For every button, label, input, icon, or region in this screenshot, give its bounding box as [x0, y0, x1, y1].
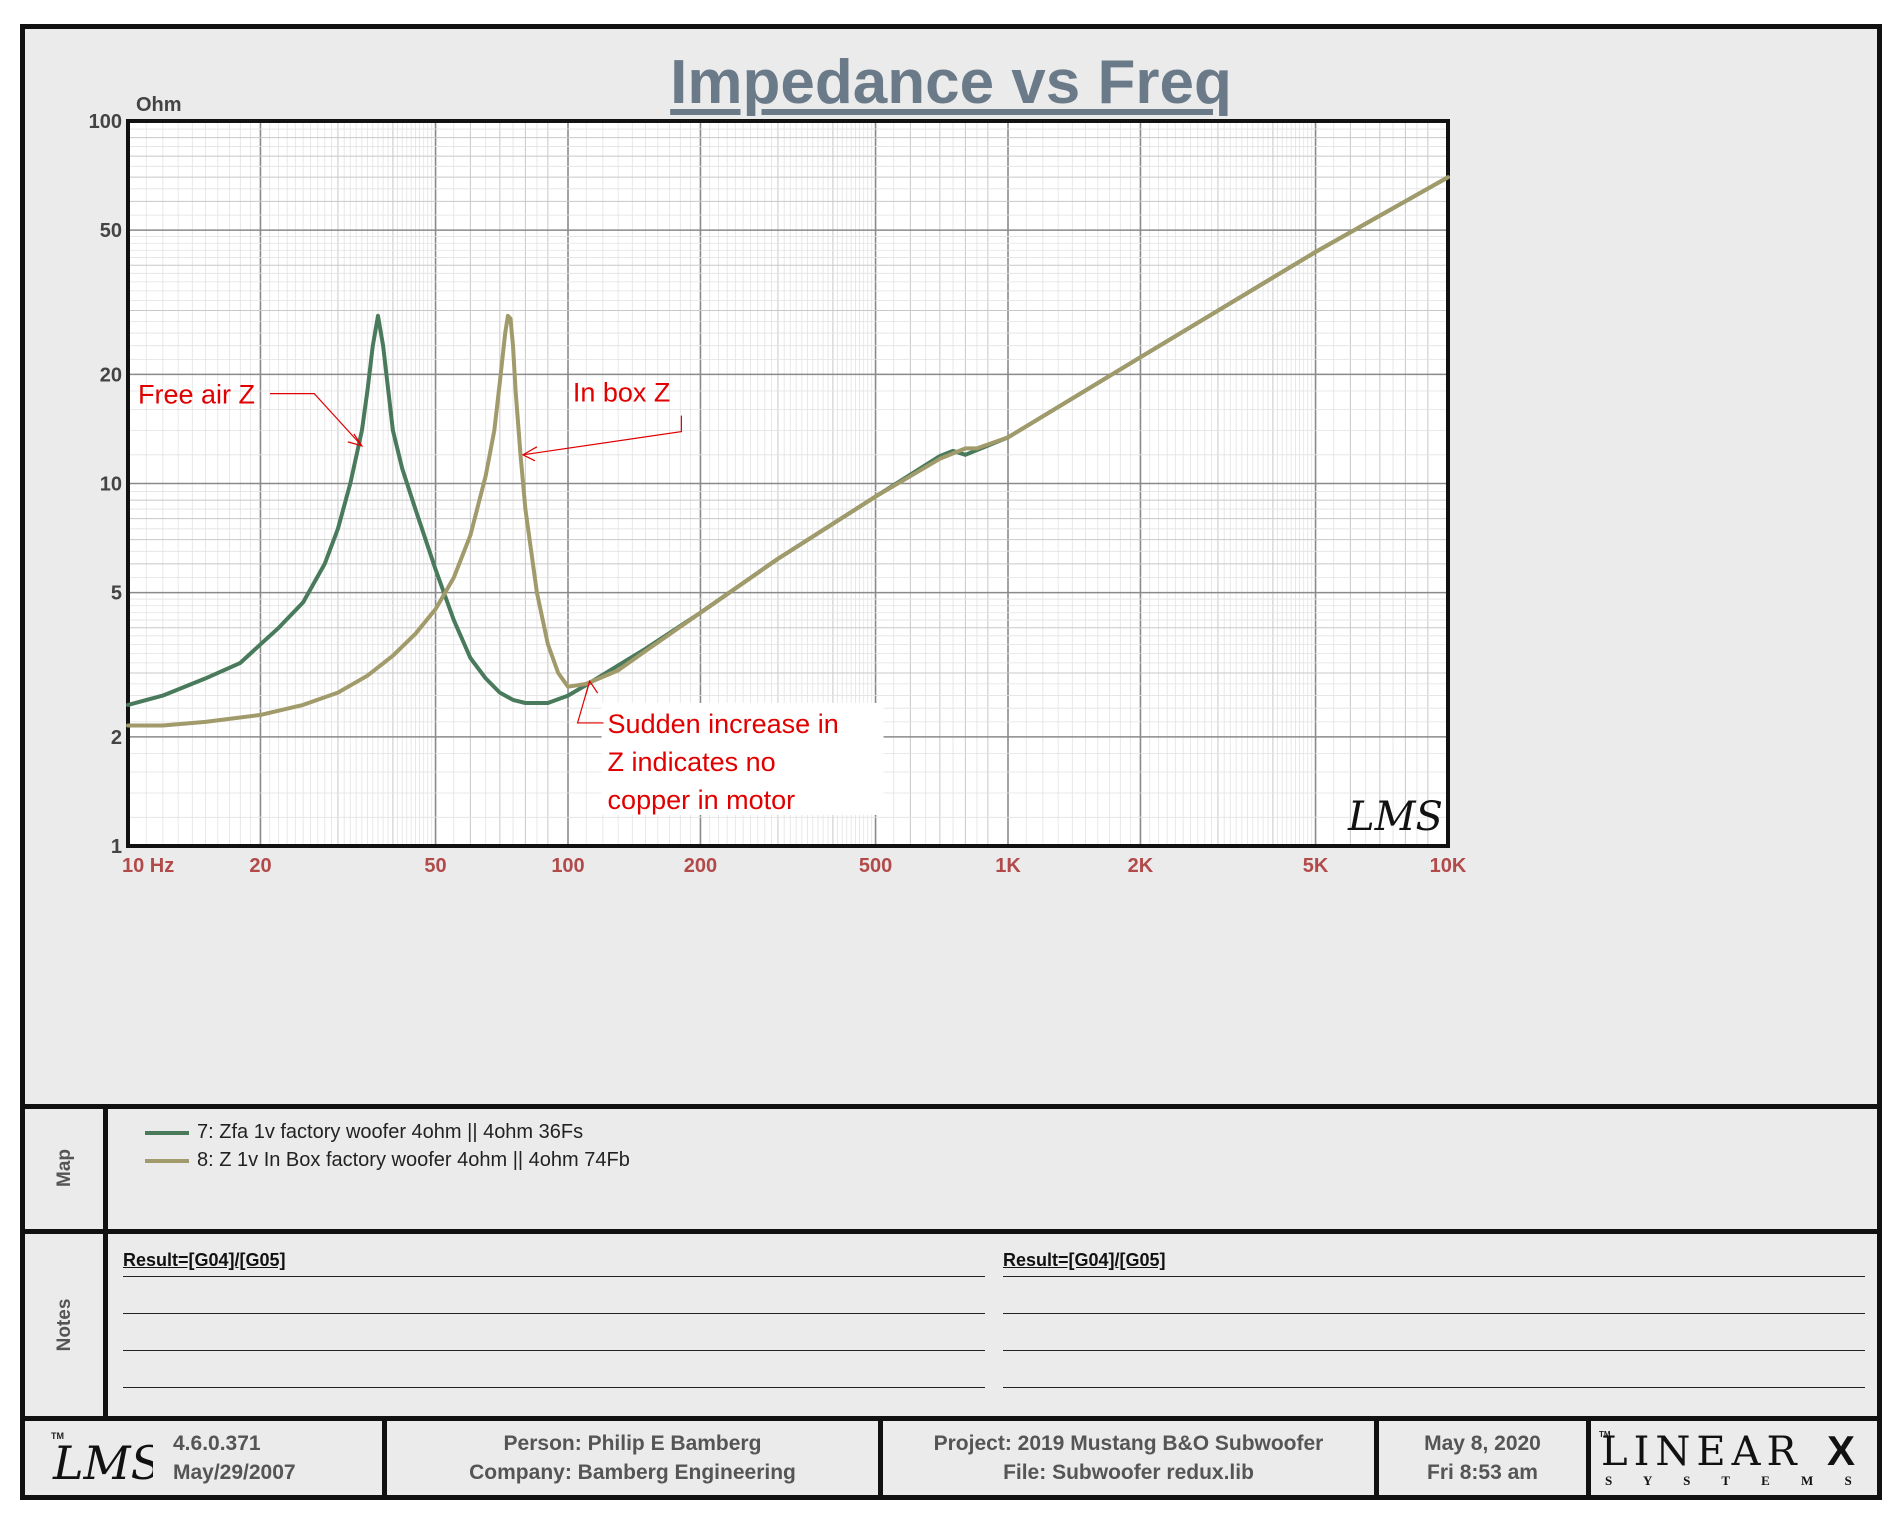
divider [878, 1421, 883, 1495]
annotation-arrowhead [521, 446, 538, 462]
x-tick-label: 500 [859, 855, 892, 877]
linearx-logo: TM LINEAR X S Y S T E M S [1599, 1427, 1866, 1488]
file-name: File: Subwoofer redux.lib [1003, 1461, 1254, 1484]
chart-panel: Impedance vs Freq 10 Hz 20 50 100 200 500 1K 2K… [25, 29, 1877, 1104]
svg-text:LMS: LMS [52, 1436, 153, 1489]
svg-text:LINEAR: LINEAR [1601, 1429, 1803, 1475]
project-name: Project: 2019 Mustang B&O Subwoofer [933, 1432, 1324, 1455]
svg-text:S Y S T E M S: S Y S T E M S [1605, 1473, 1866, 1488]
divider [103, 1109, 108, 1229]
legend-item-1[interactable]: 7: Zfa 1v factory woofer 4ohm || 4ohm 36… [145, 1121, 583, 1144]
x-tick-label: 10K [1430, 855, 1467, 877]
legend-swatch-1 [145, 1130, 189, 1135]
divider [1374, 1421, 1379, 1495]
y-tick-label: 100 [89, 111, 122, 133]
x-tick-label: 2K [1128, 855, 1154, 877]
divider [382, 1421, 387, 1495]
y-axis-label: Ohm [136, 94, 182, 116]
y-tick-label: 5 [111, 583, 122, 605]
x-tick-label: 5K [1303, 855, 1329, 877]
annotation-arrowhead [347, 433, 364, 447]
svg-text:TM: TM [1599, 1430, 1611, 1439]
notes-line [1003, 1387, 1865, 1388]
version-date: May/29/2007 [173, 1461, 296, 1484]
notes-line [123, 1387, 985, 1388]
legend-item-2[interactable]: 8: Z 1v In Box factory woofer 4ohm || 4o… [145, 1149, 630, 1172]
date-text: May 8, 2020 [1424, 1432, 1541, 1455]
x-tick-label: 10 Hz [122, 855, 174, 877]
y-tick-label: 20 [100, 364, 122, 386]
report-frame: Impedance vs Freq 10 Hz 20 50 100 200 500 1K 2K… [20, 24, 1882, 1500]
x-tick-label: 20 [249, 855, 271, 877]
y-tick-label: 2 [111, 727, 122, 749]
divider [25, 1104, 1877, 1109]
annotation-arrowhead [585, 679, 599, 696]
notes-label: Notes [54, 1298, 75, 1352]
company-name: Company: Bamberg Engineering [469, 1461, 796, 1484]
annotation-free-air: Free air Z [138, 380, 255, 410]
notes-line [1003, 1350, 1865, 1351]
version-number: 4.6.0.371 [173, 1432, 261, 1455]
legend-label-2: 8: Z 1v In Box factory woofer 4ohm || 4o… [197, 1149, 630, 1171]
lms-watermark: LMS [1347, 794, 1443, 840]
footer-panel: TM LMS 4.6.0.371 May/29/2007 Person: Phi… [25, 1421, 1877, 1495]
y-tick-label: 50 [100, 220, 122, 242]
notes-line [1003, 1276, 1865, 1277]
annotation-box [601, 702, 884, 815]
notes-line [123, 1276, 985, 1277]
plot-border [126, 119, 1450, 848]
notes-line [123, 1313, 985, 1314]
x-tick-label: 1K [995, 855, 1021, 877]
annotation-in-box: In box Z [573, 378, 671, 408]
project-info: Project: 2019 Mustang B&O Subwoofer File… [883, 1429, 1374, 1487]
time-text: Fri 8:53 am [1427, 1461, 1538, 1484]
impedance-chart: 10 Hz 20 50 100 200 500 1K 2K 5K 10K 1 2 5 10 20 50 100 O… [89, 94, 1467, 877]
person-name: Person: Philip E Bamberg [503, 1432, 762, 1455]
divider [25, 1229, 1877, 1234]
person-info: Person: Philip E Bamberg Company: Bamber… [387, 1429, 878, 1487]
y-tick-label: 1 [111, 836, 122, 858]
notes-heading-right: Result=[G04]/[G05] [1003, 1250, 1166, 1270]
divider [1586, 1421, 1591, 1495]
annotation-arrow [270, 393, 363, 447]
notes-line [1003, 1313, 1865, 1314]
timestamp: May 8, 2020 Fri 8:53 am [1379, 1429, 1586, 1487]
map-label: Map [54, 1149, 75, 1187]
svg-text:X: X [1827, 1427, 1855, 1474]
svg-text:TM: TM [51, 1431, 64, 1441]
notes-heading-left: Result=[G04]/[G05] [123, 1250, 286, 1270]
annotation-copper-line: Z indicates no [608, 747, 776, 777]
x-tick-label: 50 [424, 855, 446, 877]
annotation-copper-line: copper in motor [608, 785, 796, 815]
notes-column-left[interactable]: Result=[G04]/[G05] [123, 1250, 985, 1400]
x-tick-label: 200 [684, 855, 717, 877]
notes-panel: Notes Result=[G04]/[G05] Result=[G04]/[G… [25, 1234, 1877, 1416]
annotation-arrow [522, 415, 682, 456]
legend-label-1: 7: Zfa 1v factory woofer 4ohm || 4ohm 36… [197, 1121, 584, 1143]
notes-column-right[interactable]: Result=[G04]/[G05] [1003, 1250, 1865, 1400]
chart-title: Impedance vs Freq [670, 48, 1232, 117]
x-tick-label: 100 [551, 855, 584, 877]
divider [25, 1416, 1877, 1421]
y-tick-label: 10 [100, 474, 122, 496]
lms-logo: TM LMS [51, 1431, 153, 1489]
legend-swatch-2 [145, 1158, 189, 1163]
notes-line [123, 1350, 985, 1351]
divider [103, 1234, 108, 1416]
version-info: 4.6.0.371 May/29/2007 [173, 1429, 373, 1487]
map-panel: Map 7: Zfa 1v factory woofer 4ohm || 4oh… [25, 1109, 1877, 1229]
series-line-2 [126, 175, 1450, 728]
annotation-copper-line: Sudden increase in [608, 709, 839, 739]
